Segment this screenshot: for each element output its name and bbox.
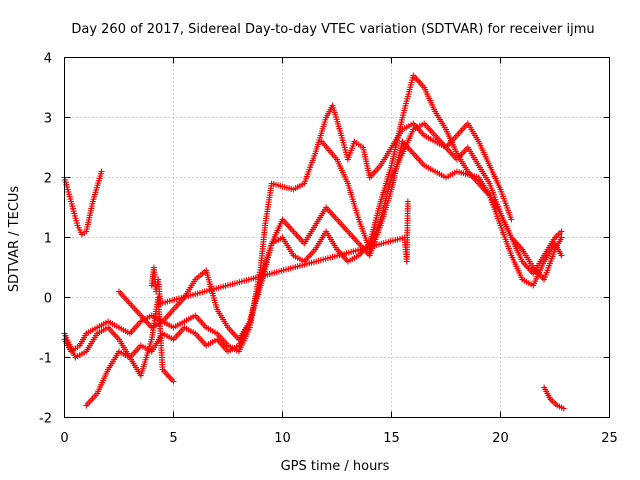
data-point [558,252,565,259]
x-tick-label: 10 [274,431,291,446]
chart-title: Day 260 of 2017, Sidereal Day-to-day VTE… [71,22,594,37]
y-tick-label: -2 [39,412,52,427]
data-point [170,378,177,385]
data-point [508,216,515,223]
y-tick-label: 0 [44,292,52,307]
y-tick-label: 2 [44,172,52,187]
grid-lines [64,57,610,418]
data-points [61,72,567,412]
plot-frame [64,57,610,418]
x-tick-label: 0 [60,431,68,446]
x-tick-label: 20 [492,431,509,446]
x-tick-label: 5 [169,431,177,446]
y-axis-label: SDTVAR / TECUs [7,186,22,293]
x-tick-label: 15 [383,431,400,446]
x-axis-label: GPS time / hours [281,459,390,474]
x-tick-label: 25 [601,431,618,446]
data-point [404,198,411,205]
y-tick-label: 4 [44,52,52,67]
data-point [560,405,567,412]
data-point [558,234,565,241]
data-point [558,228,565,235]
y-tick-label: 3 [44,112,52,127]
data-point [98,168,105,175]
y-tick-label: 1 [44,232,52,247]
y-tick-label: -1 [39,352,52,367]
